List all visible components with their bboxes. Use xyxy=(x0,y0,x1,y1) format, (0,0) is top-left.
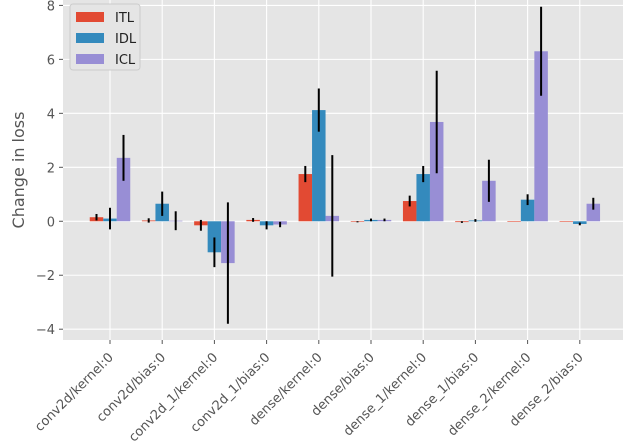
y-tick-label: 2 xyxy=(47,161,55,176)
y-tick-label: −4 xyxy=(36,323,55,338)
y-tick-label: 4 xyxy=(47,107,55,122)
bar-icl xyxy=(534,51,548,222)
bar-icl xyxy=(586,203,601,222)
y-tick-label: 6 xyxy=(47,53,55,68)
legend-label-icl: ICL xyxy=(115,53,136,68)
bar-itl xyxy=(298,174,313,222)
bar-itl xyxy=(559,221,574,222)
x-tick-label: conv2d_1/kernel:0 xyxy=(126,350,221,445)
legend-swatch-idl xyxy=(76,33,104,43)
y-tick-label: −2 xyxy=(36,269,55,284)
bar-idl xyxy=(416,174,430,222)
y-axis-label: Change in loss xyxy=(9,112,28,229)
legend-label-idl: IDL xyxy=(115,32,137,47)
legend-swatch-itl xyxy=(76,12,104,22)
bar-idl xyxy=(312,110,326,222)
legend-label-itl: ITL xyxy=(115,11,135,26)
plot-background xyxy=(63,0,623,340)
y-tick-label: 0 xyxy=(47,215,55,230)
legend: ITL IDL ICL xyxy=(69,3,141,71)
bars-layer xyxy=(89,6,601,324)
bar-icl xyxy=(116,157,131,222)
legend-swatch-icl xyxy=(76,54,104,64)
bar-idl xyxy=(520,199,535,222)
bar-itl xyxy=(507,221,521,222)
y-tick-label: 8 xyxy=(47,0,55,14)
bar-idl xyxy=(207,221,222,253)
bar-itl xyxy=(402,201,417,222)
